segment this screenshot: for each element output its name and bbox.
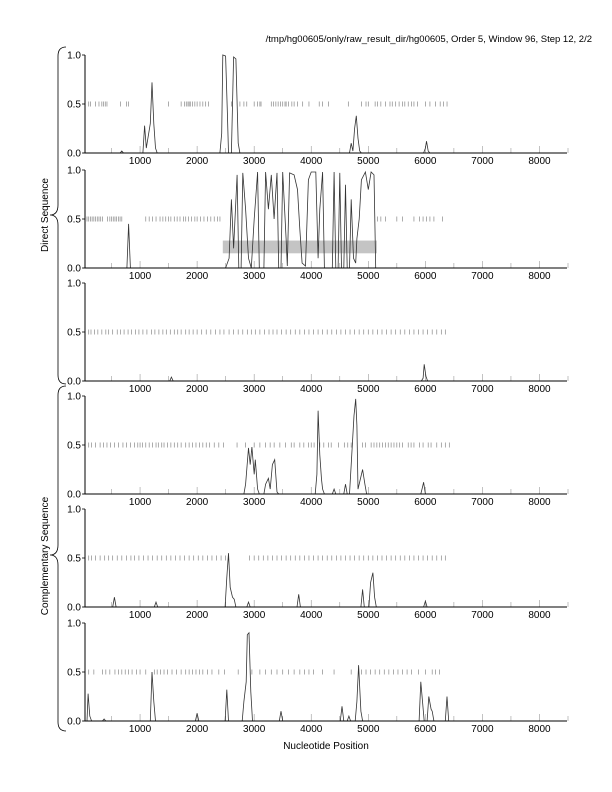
x-tick-label: 6000 — [414, 610, 437, 621]
y-tick-label: 1.0 — [67, 505, 81, 516]
x-tick-label: 7000 — [471, 384, 494, 395]
y-tick-label: 0.0 — [67, 490, 81, 501]
y-tick-label: 1.0 — [67, 51, 81, 62]
series-line — [83, 398, 566, 495]
y-tick-label: 0.5 — [67, 441, 81, 452]
x-tick-label: 1000 — [129, 384, 152, 395]
y-tick-label: 0.0 — [67, 377, 81, 388]
panels: 0.0 0.5 1.0 1000 2000 3000 4000 5000 6000 7000 800… — [67, 51, 569, 735]
x-tick-label: 5000 — [357, 724, 380, 735]
x-tick-label: 3000 — [243, 384, 266, 395]
panel-5: 0.0 0.5 1.0 1000 2000 3000 4000 5000 6000 7000 800… — [67, 505, 569, 621]
brace-direct — [49, 46, 67, 385]
x-tick-label: 3000 — [243, 610, 266, 621]
x-tick-label: 8000 — [528, 156, 551, 167]
x-tick-label: 3000 — [243, 156, 266, 167]
x-tick-label: 4000 — [300, 384, 323, 395]
y-tick-label: 0.0 — [67, 603, 81, 614]
series-line — [83, 54, 566, 154]
x-tick-label: 6000 — [414, 156, 437, 167]
x-tick-label: 3000 — [243, 271, 266, 282]
x-tick-label: 1000 — [129, 271, 152, 282]
x-tick-label: 8000 — [528, 724, 551, 735]
x-tick-label: 3000 — [243, 497, 266, 508]
x-tick-label: 1000 — [129, 497, 152, 508]
series-line — [83, 553, 566, 608]
panel-2: 0.0 0.5 1.0 1000 2000 3000 4000 5000 6000 7000 800… — [67, 166, 569, 282]
y-tick-label: 0.5 — [67, 215, 81, 226]
x-tick-label: 2000 — [186, 384, 209, 395]
series-line — [83, 631, 566, 722]
x-tick-label: 3000 — [243, 724, 266, 735]
x-tick-label: 2000 — [186, 156, 209, 167]
x-tick-label: 7000 — [471, 271, 494, 282]
x-tick-label: 4000 — [300, 724, 323, 735]
panel-6: 0.0 0.5 1.0 1000 2000 3000 4000 5000 6000 7000 800… — [67, 619, 569, 735]
brace-complementary — [49, 385, 67, 732]
y-tick-label: 1.0 — [67, 279, 81, 290]
x-tick-label: 6000 — [414, 384, 437, 395]
y-tick-label: 1.0 — [67, 392, 81, 403]
x-tick-label: 2000 — [186, 724, 209, 735]
x-tick-label: 5000 — [357, 271, 380, 282]
x-tick-label: 7000 — [471, 497, 494, 508]
x-tick-label: 6000 — [414, 497, 437, 508]
x-tick-label: 5000 — [357, 497, 380, 508]
x-tick-label: 1000 — [129, 156, 152, 167]
x-tick-label: 8000 — [528, 610, 551, 621]
x-tick-label: 8000 — [528, 384, 551, 395]
x-tick-label: 2000 — [186, 610, 209, 621]
x-tick-label: 2000 — [186, 497, 209, 508]
x-tick-label: 4000 — [300, 156, 323, 167]
x-tick-label: 7000 — [471, 156, 494, 167]
y-tick-label: 1.0 — [67, 166, 81, 177]
y-tick-label: 0.0 — [67, 264, 81, 275]
x-tick-label: 1000 — [129, 610, 152, 621]
x-tick-label: 8000 — [528, 271, 551, 282]
series-line — [83, 364, 566, 382]
y-tick-label: 0.0 — [67, 149, 81, 160]
panel-3: 0.0 0.5 1.0 1000 2000 3000 4000 5000 6000 7000 800… — [67, 279, 569, 395]
y-tick-label: 0.5 — [67, 328, 81, 339]
x-tick-label: 8000 — [528, 497, 551, 508]
series-line — [83, 170, 566, 269]
x-tick-label: 4000 — [300, 497, 323, 508]
x-tick-label: 6000 — [414, 724, 437, 735]
chart-title: /tmp/hg00605/only/raw_result_dir/hg00605… — [266, 34, 592, 45]
group-label-direct: Direct Sequence — [40, 178, 51, 252]
y-tick-label: 0.0 — [67, 717, 81, 728]
y-tick-label: 0.5 — [67, 668, 81, 679]
panel-1: 0.0 0.5 1.0 1000 2000 3000 4000 5000 6000 7000 800… — [67, 51, 569, 167]
x-tick-label: 5000 — [357, 610, 380, 621]
y-tick-label: 0.5 — [67, 554, 81, 565]
y-tick-label: 1.0 — [67, 619, 81, 630]
x-tick-label: 5000 — [357, 156, 380, 167]
x-axis-label: Nucleotide Position — [283, 741, 369, 752]
highlight-box — [222, 240, 377, 254]
x-tick-label: 2000 — [186, 271, 209, 282]
x-tick-label: 7000 — [471, 610, 494, 621]
panel-4: 0.0 0.5 1.0 1000 2000 3000 4000 5000 6000 7000 800… — [67, 392, 569, 508]
x-tick-label: 4000 — [300, 271, 323, 282]
x-tick-label: 1000 — [129, 724, 152, 735]
x-tick-label: 6000 — [414, 271, 437, 282]
x-tick-label: 5000 — [357, 384, 380, 395]
x-tick-label: 7000 — [471, 724, 494, 735]
group-label-complementary: Complementary Sequence — [40, 496, 51, 615]
y-tick-label: 0.5 — [67, 100, 81, 111]
x-tick-label: 4000 — [300, 610, 323, 621]
